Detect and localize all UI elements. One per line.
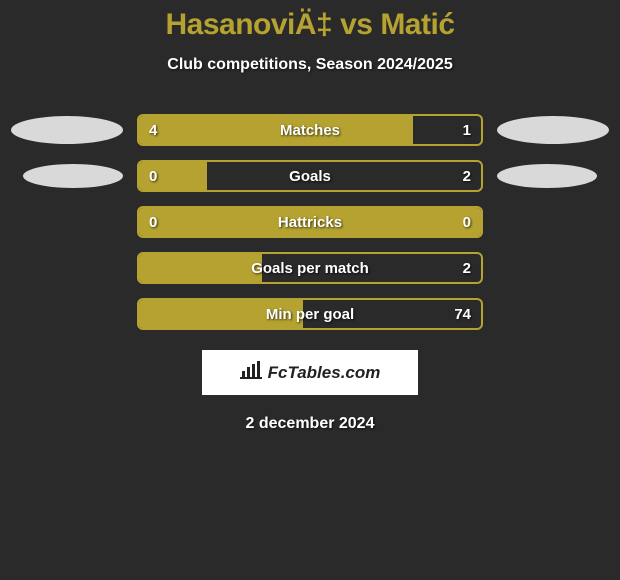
stat-row: 0Hattricks0	[0, 206, 620, 238]
vs-text: vs	[340, 8, 372, 41]
page-title: HasanoviÄ‡ vs Matić	[0, 8, 620, 42]
logo-box: FcTables.com	[202, 350, 418, 395]
stat-right-value: 2	[463, 254, 471, 282]
stat-bar: Goals per match2	[137, 252, 483, 284]
stat-bar-right-fill	[262, 254, 481, 282]
stat-row: Min per goal74	[0, 298, 620, 330]
logo-text: FcTables.com	[268, 363, 381, 383]
stat-right-value: 74	[454, 300, 471, 328]
stat-left-value: 0	[149, 208, 157, 236]
stat-bar-left-fill	[139, 208, 481, 236]
stat-left-value: 0	[149, 162, 157, 190]
stat-row: 0Goals2	[0, 160, 620, 192]
stat-bar-left-fill	[139, 254, 262, 282]
stat-row: Goals per match2	[0, 252, 620, 284]
stat-bar: 0Hattricks0	[137, 206, 483, 238]
player2-avatar-ellipse	[497, 116, 609, 144]
comparison-card: HasanoviÄ‡ vs Matić Club competitions, S…	[0, 0, 620, 433]
stat-bar-left-fill	[139, 116, 413, 144]
player1-name: HasanoviÄ‡	[166, 8, 333, 41]
date-text: 2 december 2024	[0, 415, 620, 433]
stat-right-value: 1	[463, 116, 471, 144]
stat-bar: 4Matches1	[137, 114, 483, 146]
player1-avatar-ellipse	[23, 164, 123, 188]
player2-avatar-ellipse	[497, 164, 597, 188]
stat-right-value: 0	[463, 208, 471, 236]
stat-bar: 0Goals2	[137, 160, 483, 192]
player1-avatar-ellipse	[11, 116, 123, 144]
stat-bar: Min per goal74	[137, 298, 483, 330]
stat-left-value: 4	[149, 116, 157, 144]
stats-list: 4Matches1 0Goals2 0Hattricks0 Goals per mat…	[0, 114, 620, 330]
stat-right-value: 2	[463, 162, 471, 190]
player2-name: Matić	[380, 8, 454, 41]
stat-row: 4Matches1	[0, 114, 620, 146]
stat-bar-right-fill	[207, 162, 481, 190]
stat-bar-left-fill	[139, 300, 303, 328]
logo-chart-icon	[240, 361, 262, 384]
subtitle: Club competitions, Season 2024/2025	[0, 56, 620, 74]
